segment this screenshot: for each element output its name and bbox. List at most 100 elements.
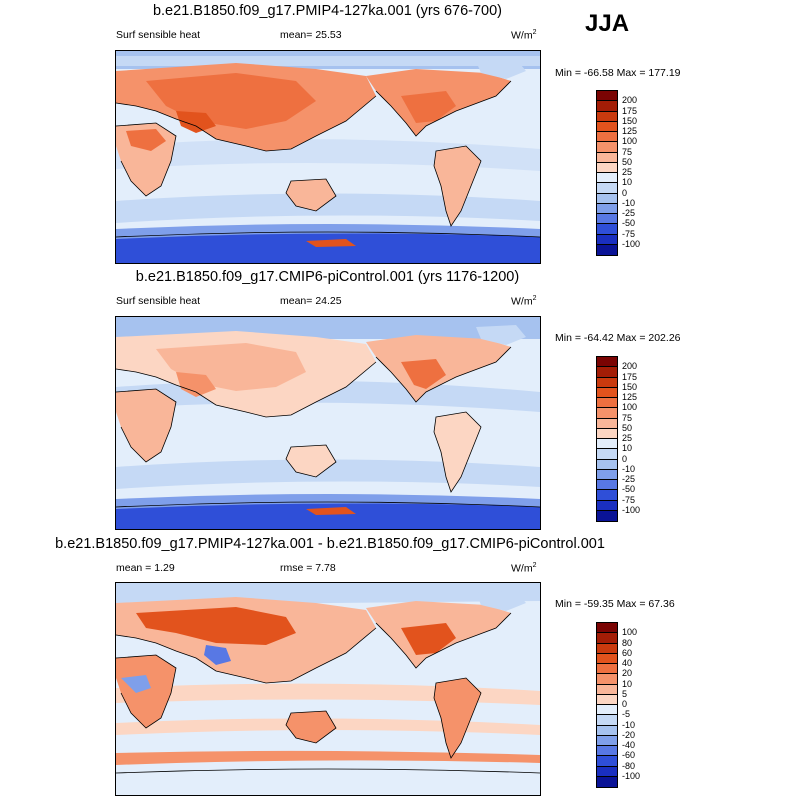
colorbar-tick-label: 175 (622, 371, 638, 382)
colorbar-swatch (597, 367, 617, 378)
colorbar-swatch (597, 510, 617, 521)
colorbar-tick-label: -100 (622, 770, 641, 781)
colorbar-tick-label: 75 (622, 412, 633, 423)
panel-3-units-label: W/m2 (511, 562, 537, 575)
panel-3-minmax-label: Min = -59.35 Max = 67.36 (555, 598, 675, 610)
colorbar-swatch (597, 480, 617, 491)
colorbar-swatch (597, 91, 617, 102)
colorbar-swatch (597, 746, 617, 757)
colorbar-tick-label: 25 (622, 167, 633, 177)
panel-2-units-label: W/m2 (511, 295, 537, 308)
colorbar-swatch (597, 428, 617, 439)
colorbar-swatch (597, 101, 617, 112)
colorbar-swatch (597, 459, 617, 470)
colorbar-swatch (597, 623, 617, 634)
colorbar-tick-label: 5 (622, 688, 628, 699)
colorbar-swatch (597, 183, 617, 194)
colorbar-swatch (597, 633, 617, 644)
colorbar-tick-label: 100 (622, 402, 638, 413)
panel-3-rmse-label: rmse = 7.78 (280, 562, 336, 574)
colorbar-tick-label: -50 (622, 218, 636, 229)
colorbar-swatch (597, 398, 617, 409)
colorbar-tick-label: 60 (622, 647, 633, 658)
panel-3-map-svg (116, 583, 540, 795)
colorbar-swatch (597, 674, 617, 685)
colorbar-tick-label: 75 (622, 146, 633, 157)
panel-1-variable-label: Surf sensible heat (116, 29, 201, 41)
colorbar-tick-label: -60 (622, 750, 636, 761)
colorbar-tick-label: -10 (622, 719, 636, 730)
panel-2-map (115, 316, 541, 530)
panel-2-variable-label: Surf sensible heat (116, 295, 201, 307)
colorbar-swatch (597, 244, 617, 255)
colorbar-swatch (597, 715, 617, 726)
colorbar-swatch (597, 684, 617, 695)
colorbar-tick-label: -10 (622, 197, 636, 208)
colorbar-swatch (597, 234, 617, 245)
colorbar-swatch (597, 142, 617, 153)
colorbar-swatch (597, 653, 617, 664)
colorbar-tick-label: 25 (622, 433, 633, 443)
colorbar-tick-label: 150 (622, 115, 638, 126)
colorbar-tick-label: 0 (622, 453, 628, 464)
colorbar-swatch (597, 664, 617, 675)
colorbar-swatch (597, 439, 617, 450)
colorbar-swatch (597, 705, 617, 716)
colorbar-swatch (597, 766, 617, 777)
colorbar-swatch (597, 418, 617, 429)
panel-3-mean-label: mean = 1.29 (116, 562, 175, 574)
colorbar-swatch (597, 776, 617, 787)
colorbar-swatch (597, 377, 617, 388)
colorbar-swatch (597, 357, 617, 368)
colorbar-swatch (597, 756, 617, 767)
colorbar-tick-label: 10 (622, 678, 633, 689)
colorbar-tick-label: 100 (622, 627, 638, 638)
colorbar-tick-label: -40 (622, 740, 636, 750)
colorbar-tick-label: -80 (622, 760, 636, 771)
colorbar-swatch (597, 111, 617, 122)
colorbar-swatch (597, 694, 617, 705)
colorbar-swatch (597, 224, 617, 235)
colorbar-tick-label: 125 (622, 392, 638, 402)
colorbar-tick-label: 80 (622, 637, 633, 648)
panel-3-colorbar (596, 622, 618, 788)
colorbar-swatch (597, 643, 617, 654)
colorbar-tick-label: 100 (622, 136, 638, 147)
panel-2-map-svg (116, 317, 540, 529)
colorbar-tick-label: -20 (622, 729, 636, 740)
panel-2-minmax-label: Min = -64.42 Max = 202.26 (555, 332, 681, 344)
panel-1-colorbar (596, 90, 618, 256)
colorbar-swatch (597, 162, 617, 173)
colorbar-tick-label: -100 (622, 504, 641, 515)
colorbar-tick-label: 10 (622, 443, 633, 454)
panel-1-minmax-label: Min = -66.58 Max = 177.19 (555, 67, 681, 79)
colorbar-tick-label: -25 (622, 208, 636, 218)
colorbar-tick-label: 125 (622, 126, 638, 136)
colorbar-tick-label: -75 (622, 494, 636, 505)
colorbar-tick-label: 40 (622, 658, 633, 668)
colorbar-tick-label: 175 (622, 105, 638, 116)
colorbar-tick-label: 50 (622, 422, 633, 433)
panel-2-mean-label: mean= 24.25 (280, 295, 342, 307)
colorbar-tick-label: 150 (622, 381, 638, 392)
colorbar-tick-label: -10 (622, 463, 636, 474)
panel-1-map (115, 50, 541, 264)
colorbar-swatch (597, 152, 617, 163)
colorbar-tick-label: 0 (622, 187, 628, 198)
panel-1-units-label: W/m2 (511, 29, 537, 42)
colorbar-tick-label: -100 (622, 238, 641, 249)
colorbar-tick-label: -25 (622, 474, 636, 484)
panel-1-title: b.e21.B1850.f09_g17.PMIP4-127ka.001 (yrs… (152, 3, 503, 19)
colorbar-swatch (597, 490, 617, 501)
colorbar-swatch (597, 408, 617, 419)
season-label: JJA (585, 10, 630, 37)
colorbar-tick-label: 10 (622, 177, 633, 188)
colorbar-swatch (597, 469, 617, 480)
panel-2-title: b.e21.B1850.f09_g17.CMIP6-piControl.001 … (135, 269, 520, 285)
colorbar-tick-label: 20 (622, 668, 633, 679)
colorbar-tick-label: 0 (622, 699, 628, 709)
colorbar-swatch (597, 132, 617, 143)
panel-1-mean-label: mean= 25.53 (280, 29, 342, 41)
panel-2-colorbar (596, 356, 618, 522)
colorbar-swatch (597, 121, 617, 132)
